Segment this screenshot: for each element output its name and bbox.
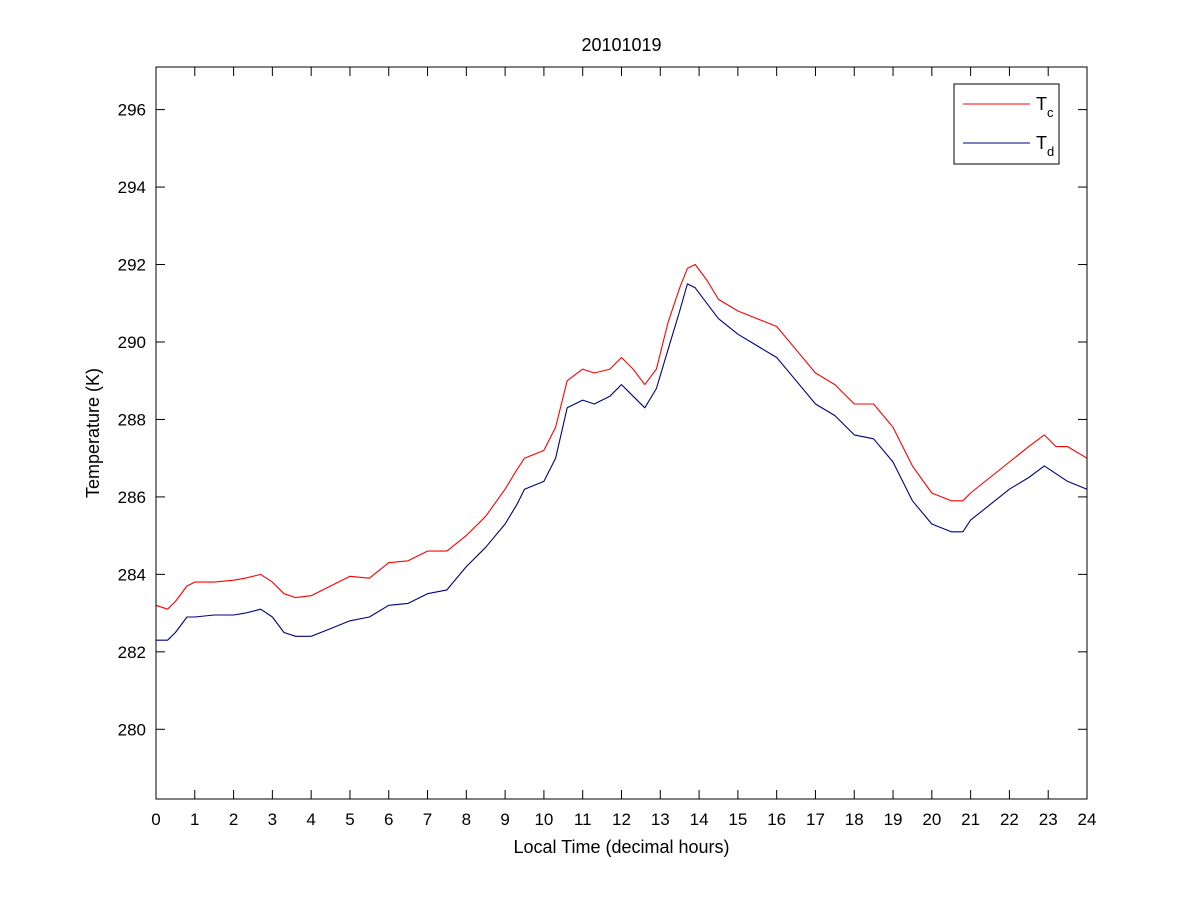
x-tick-label: 16: [767, 810, 786, 829]
series-tc: [155, 263, 1088, 610]
y-tick-label: 282: [118, 643, 146, 662]
x-tick-label: 9: [500, 810, 509, 829]
x-axis-title: Local Time (decimal hours): [513, 837, 729, 857]
x-tick-label: 10: [534, 810, 553, 829]
x-tick-label: 11: [574, 810, 592, 829]
y-tick-label: 280: [118, 720, 146, 739]
x-tick-label: 3: [268, 810, 277, 829]
chart-title: 20101019: [581, 35, 661, 55]
legend-box: [953, 83, 1060, 165]
y-axis-title: Temperature (K): [83, 368, 103, 498]
series-line-td: [156, 283, 1088, 641]
x-tick-label: 15: [728, 810, 747, 829]
x-tick-label: 1: [190, 810, 199, 829]
legend-label-tc-main: T: [1036, 94, 1047, 114]
x-tick-label: 18: [845, 810, 864, 829]
y-tick-label: 292: [118, 256, 146, 275]
x-tick-label: 6: [384, 810, 393, 829]
x-tick-label: 8: [462, 810, 471, 829]
x-tick-label: 24: [1078, 810, 1097, 829]
plot-frame: [155, 66, 1088, 800]
x-tick-label: 7: [423, 810, 432, 829]
y-tick-label: 286: [118, 488, 146, 507]
x-tick-label: 14: [690, 810, 709, 829]
x-tick-label: 23: [1039, 810, 1058, 829]
legend: Tc Td: [953, 83, 1060, 165]
x-tick-label: 0: [151, 810, 160, 829]
x-tick-label: 12: [612, 810, 631, 829]
legend-label-td-main: T: [1036, 133, 1047, 153]
x-tick-label: 5: [345, 810, 354, 829]
x-tick-label: 2: [229, 810, 238, 829]
x-tick-label: 22: [1000, 810, 1019, 829]
tick-layer: 0 1 2 3 4 5 6 7 8 9 10 11 12 13 14 15 16 17 18 19 20 21 22 23 24…: [118, 67, 1097, 829]
y-tick-label: 296: [118, 101, 146, 120]
y-tick-label: 294: [118, 178, 146, 197]
series-layer: [155, 263, 1088, 641]
legend-label-tc: Tc: [1036, 94, 1054, 120]
x-tick-label: 4: [306, 810, 315, 829]
x-tick-label: 13: [651, 810, 670, 829]
y-tick-label: 284: [118, 565, 146, 584]
series-line-tc: [155, 263, 1088, 610]
x-tick-label: 20: [922, 810, 941, 829]
x-tick-label: 17: [806, 810, 825, 829]
x-tick-label: 19: [884, 810, 903, 829]
x-tick-label: 21: [961, 810, 980, 829]
y-tick-label: 290: [118, 333, 146, 352]
legend-label-tc-sub: c: [1047, 105, 1054, 120]
y-tick-label: 288: [118, 410, 146, 429]
series-td: [156, 283, 1088, 641]
plot-area: [156, 67, 1087, 799]
legend-label-td: Td: [1036, 133, 1054, 159]
legend-label-td-sub: d: [1047, 144, 1054, 159]
